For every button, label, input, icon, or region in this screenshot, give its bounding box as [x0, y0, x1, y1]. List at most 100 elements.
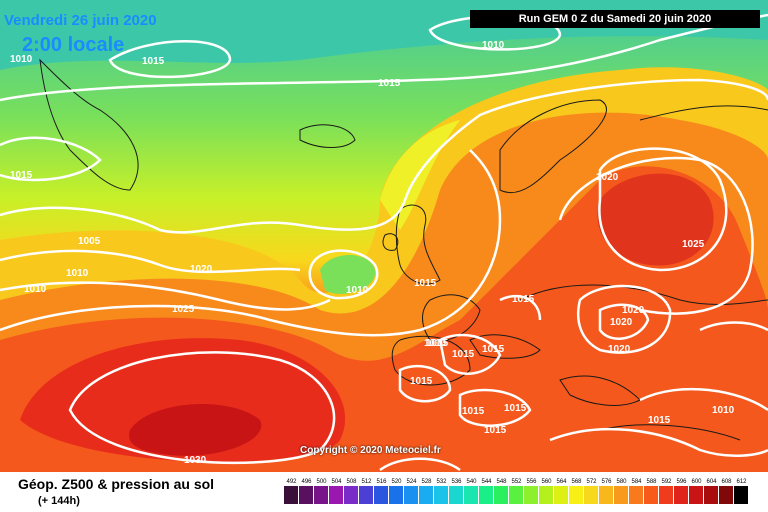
- legend-swatch: [689, 486, 703, 504]
- isobar-label: 1020: [190, 264, 213, 275]
- legend-tick-label: 524: [406, 479, 417, 485]
- map-title: Géop. Z500 & pression au sol: [18, 476, 215, 492]
- legend-swatch: [599, 486, 613, 504]
- legend-tick-label: 580: [616, 479, 627, 485]
- isobar-label: 1015: [648, 415, 671, 426]
- legend-tick-label: 544: [481, 479, 492, 485]
- band-green-low: [320, 255, 376, 294]
- isobar-label: 1015: [512, 294, 535, 305]
- legend-tick-label: 516: [376, 479, 387, 485]
- isobar-label: 1015: [504, 403, 527, 414]
- legend-swatch: [314, 486, 328, 504]
- color-legend: 492 496 500 504 508 512 516 520 524 528 532 536 540 5…: [284, 479, 748, 504]
- legend-swatch: [704, 486, 718, 504]
- legend-swatch: [629, 486, 643, 504]
- legend-swatch: [284, 486, 298, 504]
- isobar-label: 1010: [346, 285, 369, 296]
- isobar-label: 1010: [424, 338, 447, 349]
- legend-tick-label: 568: [571, 479, 582, 485]
- isobar-label: 1015: [378, 78, 401, 89]
- model-run-banner: Run GEM 0 Z du Samedi 20 juin 2020: [470, 10, 760, 28]
- isobar-label: 1020: [610, 317, 633, 328]
- band-dark-red: [129, 403, 262, 456]
- legend-tick-label: 492: [286, 479, 297, 485]
- isobar-label: 1030: [184, 455, 207, 466]
- legend-swatch: [359, 486, 373, 504]
- forecast-offset: (+ 144h): [38, 495, 80, 507]
- legend-swatch: [584, 486, 598, 504]
- forecast-date: Vendredi 26 juin 2020: [4, 12, 157, 29]
- legend-swatch: [374, 486, 388, 504]
- isobar-label: 1025: [682, 239, 705, 250]
- legend-swatch: [554, 486, 568, 504]
- legend-tick-label: 608: [721, 479, 732, 485]
- legend-tick-label: 612: [736, 479, 747, 485]
- isobar-label: 1020: [608, 344, 631, 355]
- isobar-label: 1015: [10, 170, 33, 181]
- copyright-text: Copyright © 2020 Meteociel.fr: [300, 445, 441, 456]
- legend-swatch: [524, 486, 538, 504]
- isobar-label: 1025: [172, 304, 195, 315]
- isobar-lines: [0, 13, 768, 472]
- legend-swatch: [494, 486, 508, 504]
- legend-tick-label: 540: [466, 479, 477, 485]
- legend-swatch: [509, 486, 523, 504]
- legend-tick-label: 556: [526, 479, 537, 485]
- legend-swatch: [404, 486, 418, 504]
- legend-tick-label: 584: [631, 479, 642, 485]
- legend-swatch: [299, 486, 313, 504]
- pressure-map: 1010 1015 1010 1015 1015 1005 1010 1010 …: [0, 0, 768, 472]
- legend-tick-label: 500: [316, 479, 327, 485]
- band-red-scandinavia: [597, 173, 714, 266]
- legend-tick-label: 508: [346, 479, 357, 485]
- isobar-label: 1010: [66, 268, 89, 279]
- legend-tick-label: 572: [586, 479, 597, 485]
- legend-tick-label: 576: [601, 479, 612, 485]
- legend-swatch: [389, 486, 403, 504]
- legend-tick-label: 528: [421, 479, 432, 485]
- legend-swatch: [614, 486, 628, 504]
- legend-swatch: [419, 486, 433, 504]
- legend-swatch: [539, 486, 553, 504]
- band-red: [20, 338, 346, 462]
- legend-swatch: [434, 486, 448, 504]
- legend-tick-label: 552: [511, 479, 522, 485]
- isobar-label: 1015: [426, 338, 449, 349]
- legend-tick-label: 560: [541, 479, 552, 485]
- legend-swatch: [674, 486, 688, 504]
- isobar-label: 1020: [596, 172, 619, 183]
- isobar-label: 1015: [410, 376, 433, 387]
- legend-tick-label: 504: [331, 479, 342, 485]
- legend-tick-label: 532: [436, 479, 447, 485]
- legend-tick-label: 548: [496, 479, 507, 485]
- isobar-label: 1015: [414, 278, 437, 289]
- isobar-label: 1010: [24, 284, 47, 295]
- legend-tick-label: 588: [646, 479, 657, 485]
- isobar-label: 1015: [452, 349, 475, 360]
- isobar-label: 1015: [482, 344, 505, 355]
- legend-swatch: [719, 486, 733, 504]
- isobar-label: 1015: [462, 406, 485, 417]
- isobar-label: 1010: [10, 54, 33, 65]
- legend-tick-label: 604: [706, 479, 717, 485]
- legend-swatch: [569, 486, 583, 504]
- legend-swatch: [344, 486, 358, 504]
- isobar-label: 1005: [78, 236, 101, 247]
- legend-tick-label: 592: [661, 479, 672, 485]
- legend-tick-label: 512: [361, 479, 372, 485]
- legend-swatch: [734, 486, 748, 504]
- legend-swatch: [479, 486, 493, 504]
- legend-tick-label: 520: [391, 479, 402, 485]
- legend-swatch: [449, 486, 463, 504]
- legend-tick-label: 496: [301, 479, 312, 485]
- legend-swatch: [464, 486, 478, 504]
- legend-swatch: [659, 486, 673, 504]
- forecast-time: 2:00 locale: [22, 34, 125, 56]
- legend-swatch: [329, 486, 343, 504]
- isobar-label: 1010: [712, 405, 735, 416]
- legend-swatch: [644, 486, 658, 504]
- legend-tick-label: 596: [676, 479, 687, 485]
- isobar-labels: 1010 1015 1010 1015 1015 1005 1010 1010 …: [10, 40, 735, 466]
- legend-tick-label: 536: [451, 479, 462, 485]
